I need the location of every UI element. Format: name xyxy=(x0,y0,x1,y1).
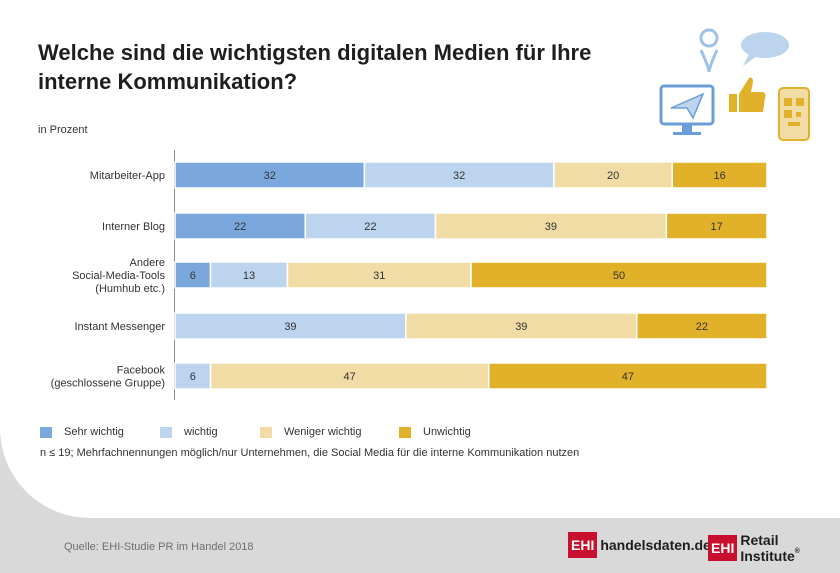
bar-segment xyxy=(209,362,490,390)
legend-item-unwichtig: Unwichtig xyxy=(399,426,471,438)
data-label: 17 xyxy=(711,221,723,233)
data-label: 16 xyxy=(714,170,726,182)
data-label: 22 xyxy=(234,221,246,233)
retail-institute-logo[interactable]: EHI Retail Institute® xyxy=(708,532,840,564)
data-label: 13 xyxy=(243,270,255,282)
bar-segment xyxy=(286,261,472,289)
location-pin-icon xyxy=(699,28,719,73)
bar-segment xyxy=(174,161,366,189)
data-label: 32 xyxy=(264,170,276,182)
paper-plane-icon xyxy=(670,92,705,120)
legend-item-sehr-wichtig: Sehr wichtig xyxy=(40,426,124,438)
legend-label: Unwichtig xyxy=(423,426,471,438)
data-label: 50 xyxy=(613,270,625,282)
bar-segment xyxy=(553,161,674,189)
bar-segment xyxy=(665,212,768,240)
footnote: n ≤ 19; Mehrfachnennungen möglich/nur Un… xyxy=(40,447,580,459)
data-label: 22 xyxy=(364,221,376,233)
thumbs-up-icon xyxy=(729,77,766,112)
legend-label: wichtig xyxy=(184,426,218,438)
handelsdaten-logo[interactable]: EHI handelsdaten.de xyxy=(568,532,711,558)
bar-segment xyxy=(488,362,768,390)
data-label: 32 xyxy=(453,170,465,182)
bar-segment xyxy=(636,312,768,340)
bar-segment xyxy=(174,312,407,340)
category-label: Facebook (geschlossene Gruppe) xyxy=(51,365,166,390)
category-label: Interner Blog xyxy=(102,221,165,233)
bar-segment xyxy=(209,261,289,289)
ehi-mark: EHI xyxy=(708,535,738,561)
legend-swatch xyxy=(260,426,272,438)
category-label: Instant Messenger xyxy=(75,321,166,333)
bar-segment xyxy=(174,362,212,390)
bar-segment xyxy=(174,261,212,289)
chart-title: Welche sind die wichtigsten digitalen Me… xyxy=(38,40,592,94)
legend-swatch xyxy=(399,426,411,438)
communication-illustration xyxy=(659,28,810,141)
data-label: 47 xyxy=(622,371,634,383)
handelsdaten-text: handelsdaten.de xyxy=(600,537,711,553)
data-label: 39 xyxy=(284,321,296,333)
ehi-mark: EHI xyxy=(568,532,598,558)
smartphone-qr-icon xyxy=(778,87,810,141)
data-label: 6 xyxy=(190,270,196,282)
legend-label: Sehr wichtig xyxy=(64,426,124,438)
bar-segment xyxy=(174,212,306,240)
bar-segment xyxy=(671,161,768,189)
speech-bubble-icon xyxy=(741,32,789,66)
bar-segment xyxy=(470,261,768,289)
legend-item-weniger-wichtig: Weniger wichtig xyxy=(260,426,361,438)
data-label: 31 xyxy=(373,270,385,282)
source-note: Quelle: EHI-Studie PR im Handel 2018 xyxy=(64,541,254,553)
legend-label: Weniger wichtig xyxy=(284,426,362,438)
registered-mark: ® xyxy=(794,548,800,555)
data-label: 20 xyxy=(607,170,619,182)
data-label: 6 xyxy=(190,371,196,383)
data-label: 47 xyxy=(344,371,356,383)
category-label: Mitarbeiter-App xyxy=(90,170,165,182)
legend-item-wichtig: wichtig xyxy=(160,426,218,438)
data-label: 22 xyxy=(696,321,708,333)
unit-label: in Prozent xyxy=(38,124,88,136)
bar-segment xyxy=(405,312,638,340)
retail-institute-label: Retail Institute xyxy=(740,532,795,564)
legend-swatch xyxy=(160,426,172,438)
data-label: 39 xyxy=(545,221,557,233)
stacked-bar-chart: Mitarbeiter-App 32 32 20 16 Interner Blog 22 22… xyxy=(51,150,768,400)
bar-segment xyxy=(363,161,555,189)
data-label: 39 xyxy=(515,321,527,333)
retail-institute-text: Retail Institute® xyxy=(740,532,840,564)
category-label: Andere Social-Media-Tools (Humhub etc.) xyxy=(72,257,165,295)
legend-swatch xyxy=(40,426,52,438)
bar-segment xyxy=(434,212,668,240)
